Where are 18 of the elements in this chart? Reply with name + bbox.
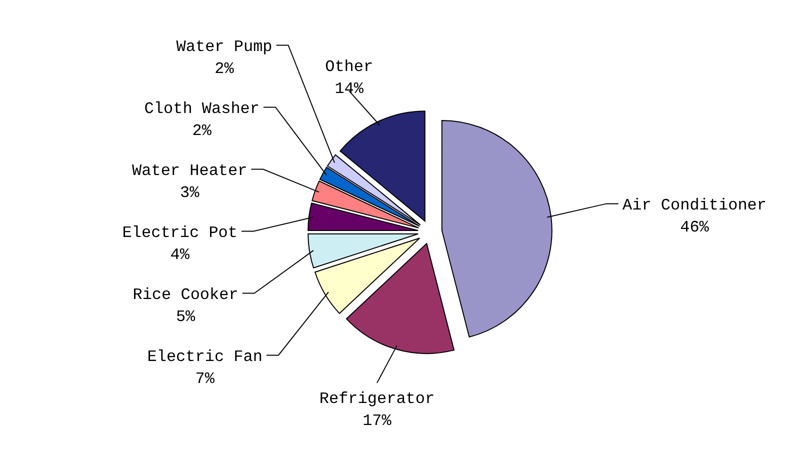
slice-label: Rice Cooker (132, 286, 238, 304)
data-label: 46% (680, 218, 710, 237)
slice-label: Water Pump (176, 38, 272, 56)
slice-label: Electric Fan (147, 348, 262, 366)
slice-label: Air Conditioner (622, 196, 767, 215)
data-label: 7% (195, 370, 215, 388)
slice-label: Other (325, 58, 374, 76)
data-label: 2% (192, 122, 212, 140)
slice-label: Refrigerator (319, 390, 435, 408)
data-label: 17% (362, 412, 392, 430)
slice-label: Water Heater (132, 162, 248, 180)
slice-label: Electric Pot (122, 224, 238, 242)
data-label: 5% (176, 308, 196, 326)
data-label: 3% (180, 184, 200, 202)
data-label: 2% (214, 60, 234, 78)
data-label: 4% (170, 246, 190, 264)
data-label: 14% (334, 80, 364, 98)
slice-label: Cloth Washer (144, 100, 260, 118)
